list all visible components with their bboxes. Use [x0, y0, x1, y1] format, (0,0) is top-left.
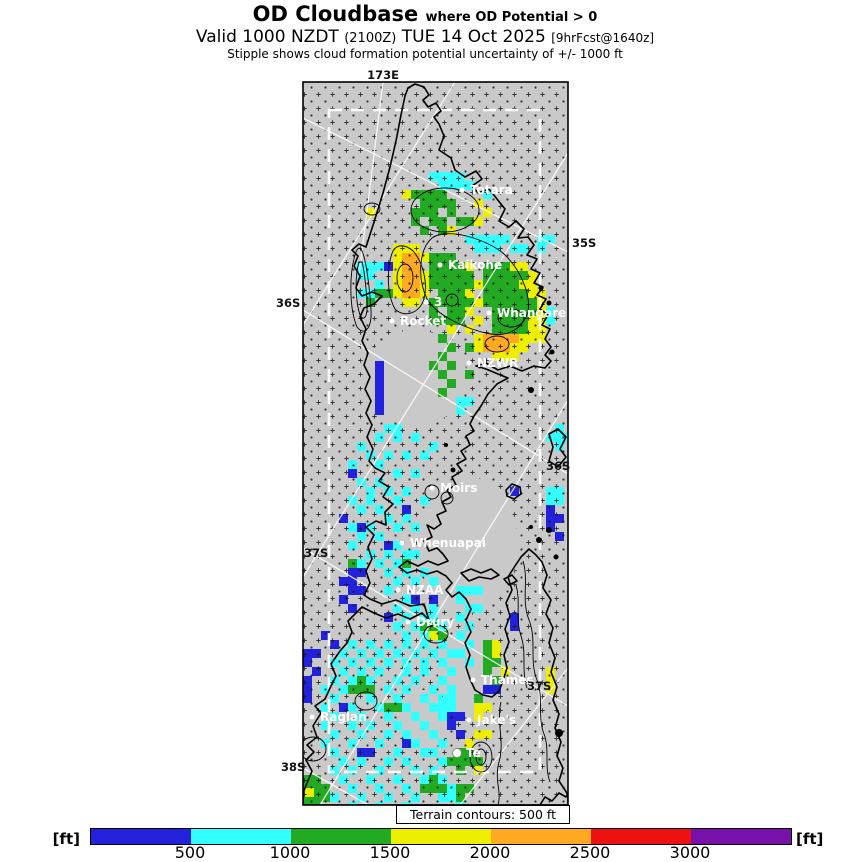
site-label: Kaikohe — [448, 258, 502, 272]
site-marker — [429, 485, 435, 491]
colorbar-tick-label: 2000 — [469, 843, 511, 862]
page-title: OD Cloudbase where OD Potential > 0 — [0, 2, 850, 26]
graticule-label: 173E — [367, 68, 399, 82]
colorbar-segment — [391, 829, 491, 844]
site-marker — [309, 714, 315, 720]
site-label: NZWR — [477, 356, 518, 370]
site-label: Whenuapai — [410, 536, 486, 550]
site-label: Whangarei — [497, 306, 570, 320]
graticule-labels-layer: 173E 35S 36S 36S 37S 37S 38S — [276, 68, 596, 774]
site-labels-layer: Totara Kaikohe 3 Rocket Whangarei NZWR Moirs Wh… — [309, 183, 570, 760]
stipple-note: Stipple shows cloud formation potential … — [227, 47, 623, 61]
graticule-label: 38S — [281, 760, 305, 774]
site-marker — [466, 717, 472, 723]
site-label: Moirs — [440, 481, 477, 495]
graticule-label: 36S — [276, 296, 300, 310]
site-marker — [437, 262, 443, 268]
site-label: Jake's — [476, 713, 516, 727]
site-marker — [486, 310, 492, 316]
uncertainty-stipple — [303, 82, 568, 805]
colorbar-unit-left: [ft] — [52, 830, 80, 848]
colorbar-segment — [591, 829, 691, 844]
colorbar-segment — [91, 829, 191, 844]
valid-prefix: Valid 1000 NZDT — [195, 27, 339, 47]
colorbar-ticks: 500 1000 1500 2000 2500 3000 — [90, 843, 790, 862]
terrain-contours-note: Terrain contours: 500 ft — [396, 805, 570, 824]
site-label: Thames — [481, 673, 534, 687]
colorbar-segment — [491, 829, 591, 844]
cloudbase-colorbar — [90, 828, 792, 845]
graticule-label: 36S — [546, 459, 570, 473]
title-main: OD Cloudbase — [252, 2, 419, 26]
site-marker — [389, 318, 395, 324]
graticule-label: 37S — [304, 546, 328, 560]
colorbar-tick-label: 1500 — [369, 843, 411, 862]
site-marker — [399, 540, 405, 546]
site-label: Rocket — [400, 314, 446, 328]
forecast-run-tag: [9hrFcst@1640z] — [551, 31, 655, 45]
terrain-contours — [303, 187, 551, 805]
site-label: Drury — [416, 615, 454, 629]
title-qualifier: where OD Potential > 0 — [425, 10, 598, 25]
site-label: 3 — [434, 295, 442, 309]
small-islands — [444, 285, 563, 737]
colorbar-segment — [291, 829, 391, 844]
valid-date: TUE 14 Oct 2025 — [401, 27, 546, 47]
valid-utc: (2100Z) — [344, 31, 397, 46]
site-marker — [466, 360, 472, 366]
colorbar-tick-label: 3000 — [669, 843, 711, 862]
graticule-label: 35S — [572, 236, 596, 250]
site-marker — [395, 587, 401, 593]
graticule-label: 37S — [527, 679, 551, 693]
colorbar-tick-label: 2500 — [569, 843, 611, 862]
colorbar-tick-label: 1000 — [269, 843, 311, 862]
site-marker — [452, 748, 462, 758]
model-domain-boundary — [327, 108, 542, 774]
colorbar-tick-label: 500 — [174, 843, 206, 862]
site-label: Raglan — [320, 710, 367, 724]
site-marker — [405, 619, 411, 625]
colorbar-segment — [191, 829, 291, 844]
coastline — [303, 83, 568, 805]
site-marker — [470, 677, 476, 683]
valid-time-line: Valid 1000 NZDT (2100Z) TUE 14 Oct 2025 … — [0, 27, 850, 47]
site-label: NZAA — [406, 583, 444, 597]
site-marker — [423, 299, 429, 305]
site-label: Totara — [470, 183, 513, 197]
site-marker — [459, 187, 465, 193]
colorbar-unit-right: [ft] — [796, 830, 824, 848]
colorbar-segment — [691, 829, 791, 844]
site-label: Te — [466, 746, 481, 760]
